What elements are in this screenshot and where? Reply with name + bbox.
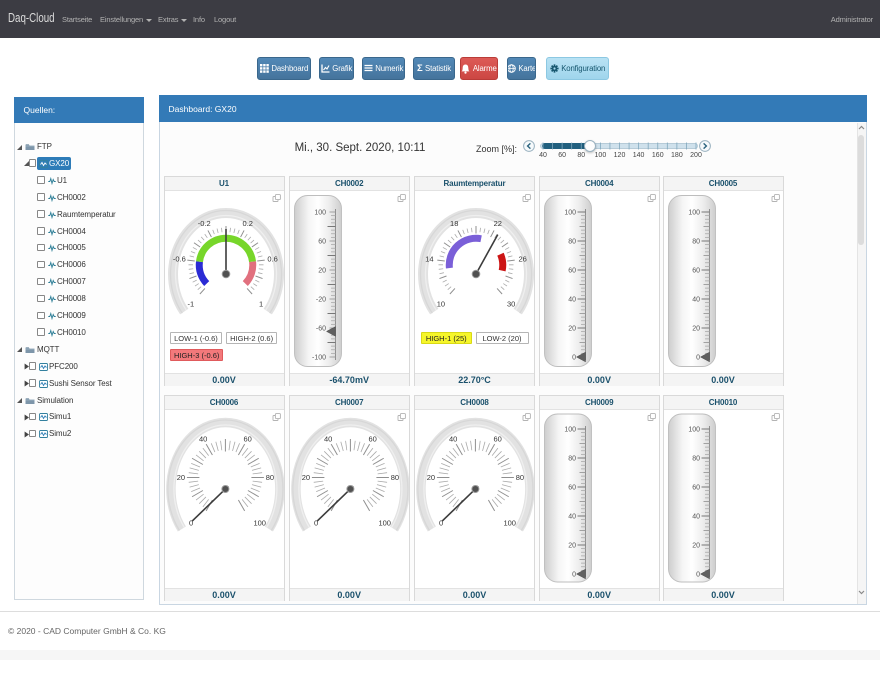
svg-text:1: 1 — [259, 300, 263, 309]
svg-text:60: 60 — [493, 434, 501, 443]
svg-text:80: 80 — [692, 239, 700, 246]
svg-text:22: 22 — [494, 219, 502, 228]
svg-text:20: 20 — [176, 473, 184, 482]
svg-text:18: 18 — [450, 219, 458, 228]
svg-text:0.6: 0.6 — [267, 255, 277, 264]
svg-text:0: 0 — [572, 355, 576, 362]
svg-text:-100: -100 — [312, 355, 326, 362]
svg-text:80: 80 — [568, 456, 576, 463]
svg-text:0: 0 — [696, 355, 700, 362]
svg-text:80: 80 — [265, 473, 273, 482]
svg-text:100: 100 — [688, 427, 700, 434]
svg-text:60: 60 — [243, 434, 251, 443]
svg-text:80: 80 — [692, 456, 700, 463]
svg-text:80: 80 — [390, 473, 398, 482]
svg-text:0.2: 0.2 — [242, 219, 252, 228]
svg-text:40: 40 — [198, 434, 206, 443]
svg-text:-1: -1 — [187, 300, 194, 309]
svg-text:100: 100 — [378, 519, 391, 528]
svg-text:40: 40 — [692, 297, 700, 304]
svg-text:40: 40 — [449, 434, 457, 443]
svg-text:0: 0 — [572, 572, 576, 579]
svg-text:30: 30 — [507, 300, 515, 309]
svg-text:-0.2: -0.2 — [197, 219, 210, 228]
svg-text:20: 20 — [692, 326, 700, 333]
svg-text:20: 20 — [427, 473, 435, 482]
svg-text:-60: -60 — [316, 326, 326, 333]
svg-text:20: 20 — [568, 543, 576, 550]
svg-text:100: 100 — [564, 427, 576, 434]
svg-text:100: 100 — [564, 210, 576, 217]
svg-text:-20: -20 — [316, 297, 326, 304]
svg-text:100: 100 — [314, 210, 326, 217]
svg-text:60: 60 — [568, 268, 576, 275]
svg-text:0: 0 — [696, 572, 700, 579]
svg-text:100: 100 — [688, 210, 700, 217]
svg-text:-0.6: -0.6 — [172, 255, 185, 264]
svg-text:80: 80 — [568, 239, 576, 246]
svg-text:80: 80 — [516, 473, 524, 482]
svg-text:20: 20 — [568, 326, 576, 333]
svg-text:20: 20 — [318, 268, 326, 275]
svg-text:40: 40 — [568, 514, 576, 521]
svg-text:60: 60 — [692, 485, 700, 492]
svg-text:100: 100 — [253, 519, 266, 528]
svg-text:60: 60 — [568, 485, 576, 492]
svg-text:60: 60 — [368, 434, 376, 443]
svg-text:40: 40 — [324, 434, 332, 443]
svg-text:20: 20 — [692, 543, 700, 550]
svg-text:10: 10 — [437, 300, 445, 309]
svg-text:40: 40 — [568, 297, 576, 304]
svg-text:60: 60 — [318, 239, 326, 246]
svg-text:26: 26 — [518, 255, 526, 264]
svg-text:20: 20 — [301, 473, 309, 482]
svg-text:100: 100 — [503, 519, 516, 528]
svg-text:40: 40 — [692, 514, 700, 521]
svg-text:14: 14 — [425, 255, 433, 264]
svg-text:60: 60 — [692, 268, 700, 275]
